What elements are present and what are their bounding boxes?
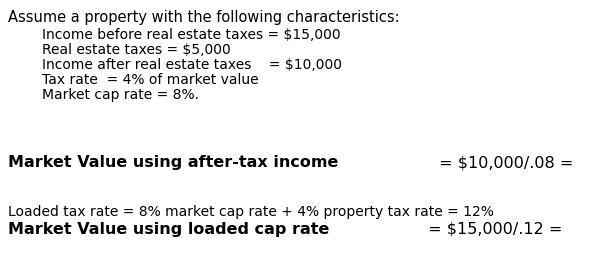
Text: Market Value using after-tax income: Market Value using after-tax income — [8, 155, 338, 170]
Text: Loaded tax rate = 8% market cap rate + 4% property tax rate = 12%: Loaded tax rate = 8% market cap rate + 4… — [8, 205, 494, 219]
Text: Income after real estate taxes    = $10,000: Income after real estate taxes = $10,000 — [42, 58, 342, 72]
Text: = $15,000/.12 =: = $15,000/.12 = — [422, 222, 567, 237]
Text: = $10,000/.08 =: = $10,000/.08 = — [434, 155, 579, 170]
Text: Market Value using loaded cap rate: Market Value using loaded cap rate — [8, 222, 329, 237]
Text: Tax rate  = 4% of market value: Tax rate = 4% of market value — [42, 73, 259, 87]
Text: Market cap rate = 8%.: Market cap rate = 8%. — [42, 88, 199, 102]
Text: Income before real estate taxes = $15,000: Income before real estate taxes = $15,00… — [42, 28, 341, 42]
Text: Assume a property with the following characteristics:: Assume a property with the following cha… — [8, 10, 400, 25]
Text: Real estate taxes = $5,000: Real estate taxes = $5,000 — [42, 43, 231, 57]
